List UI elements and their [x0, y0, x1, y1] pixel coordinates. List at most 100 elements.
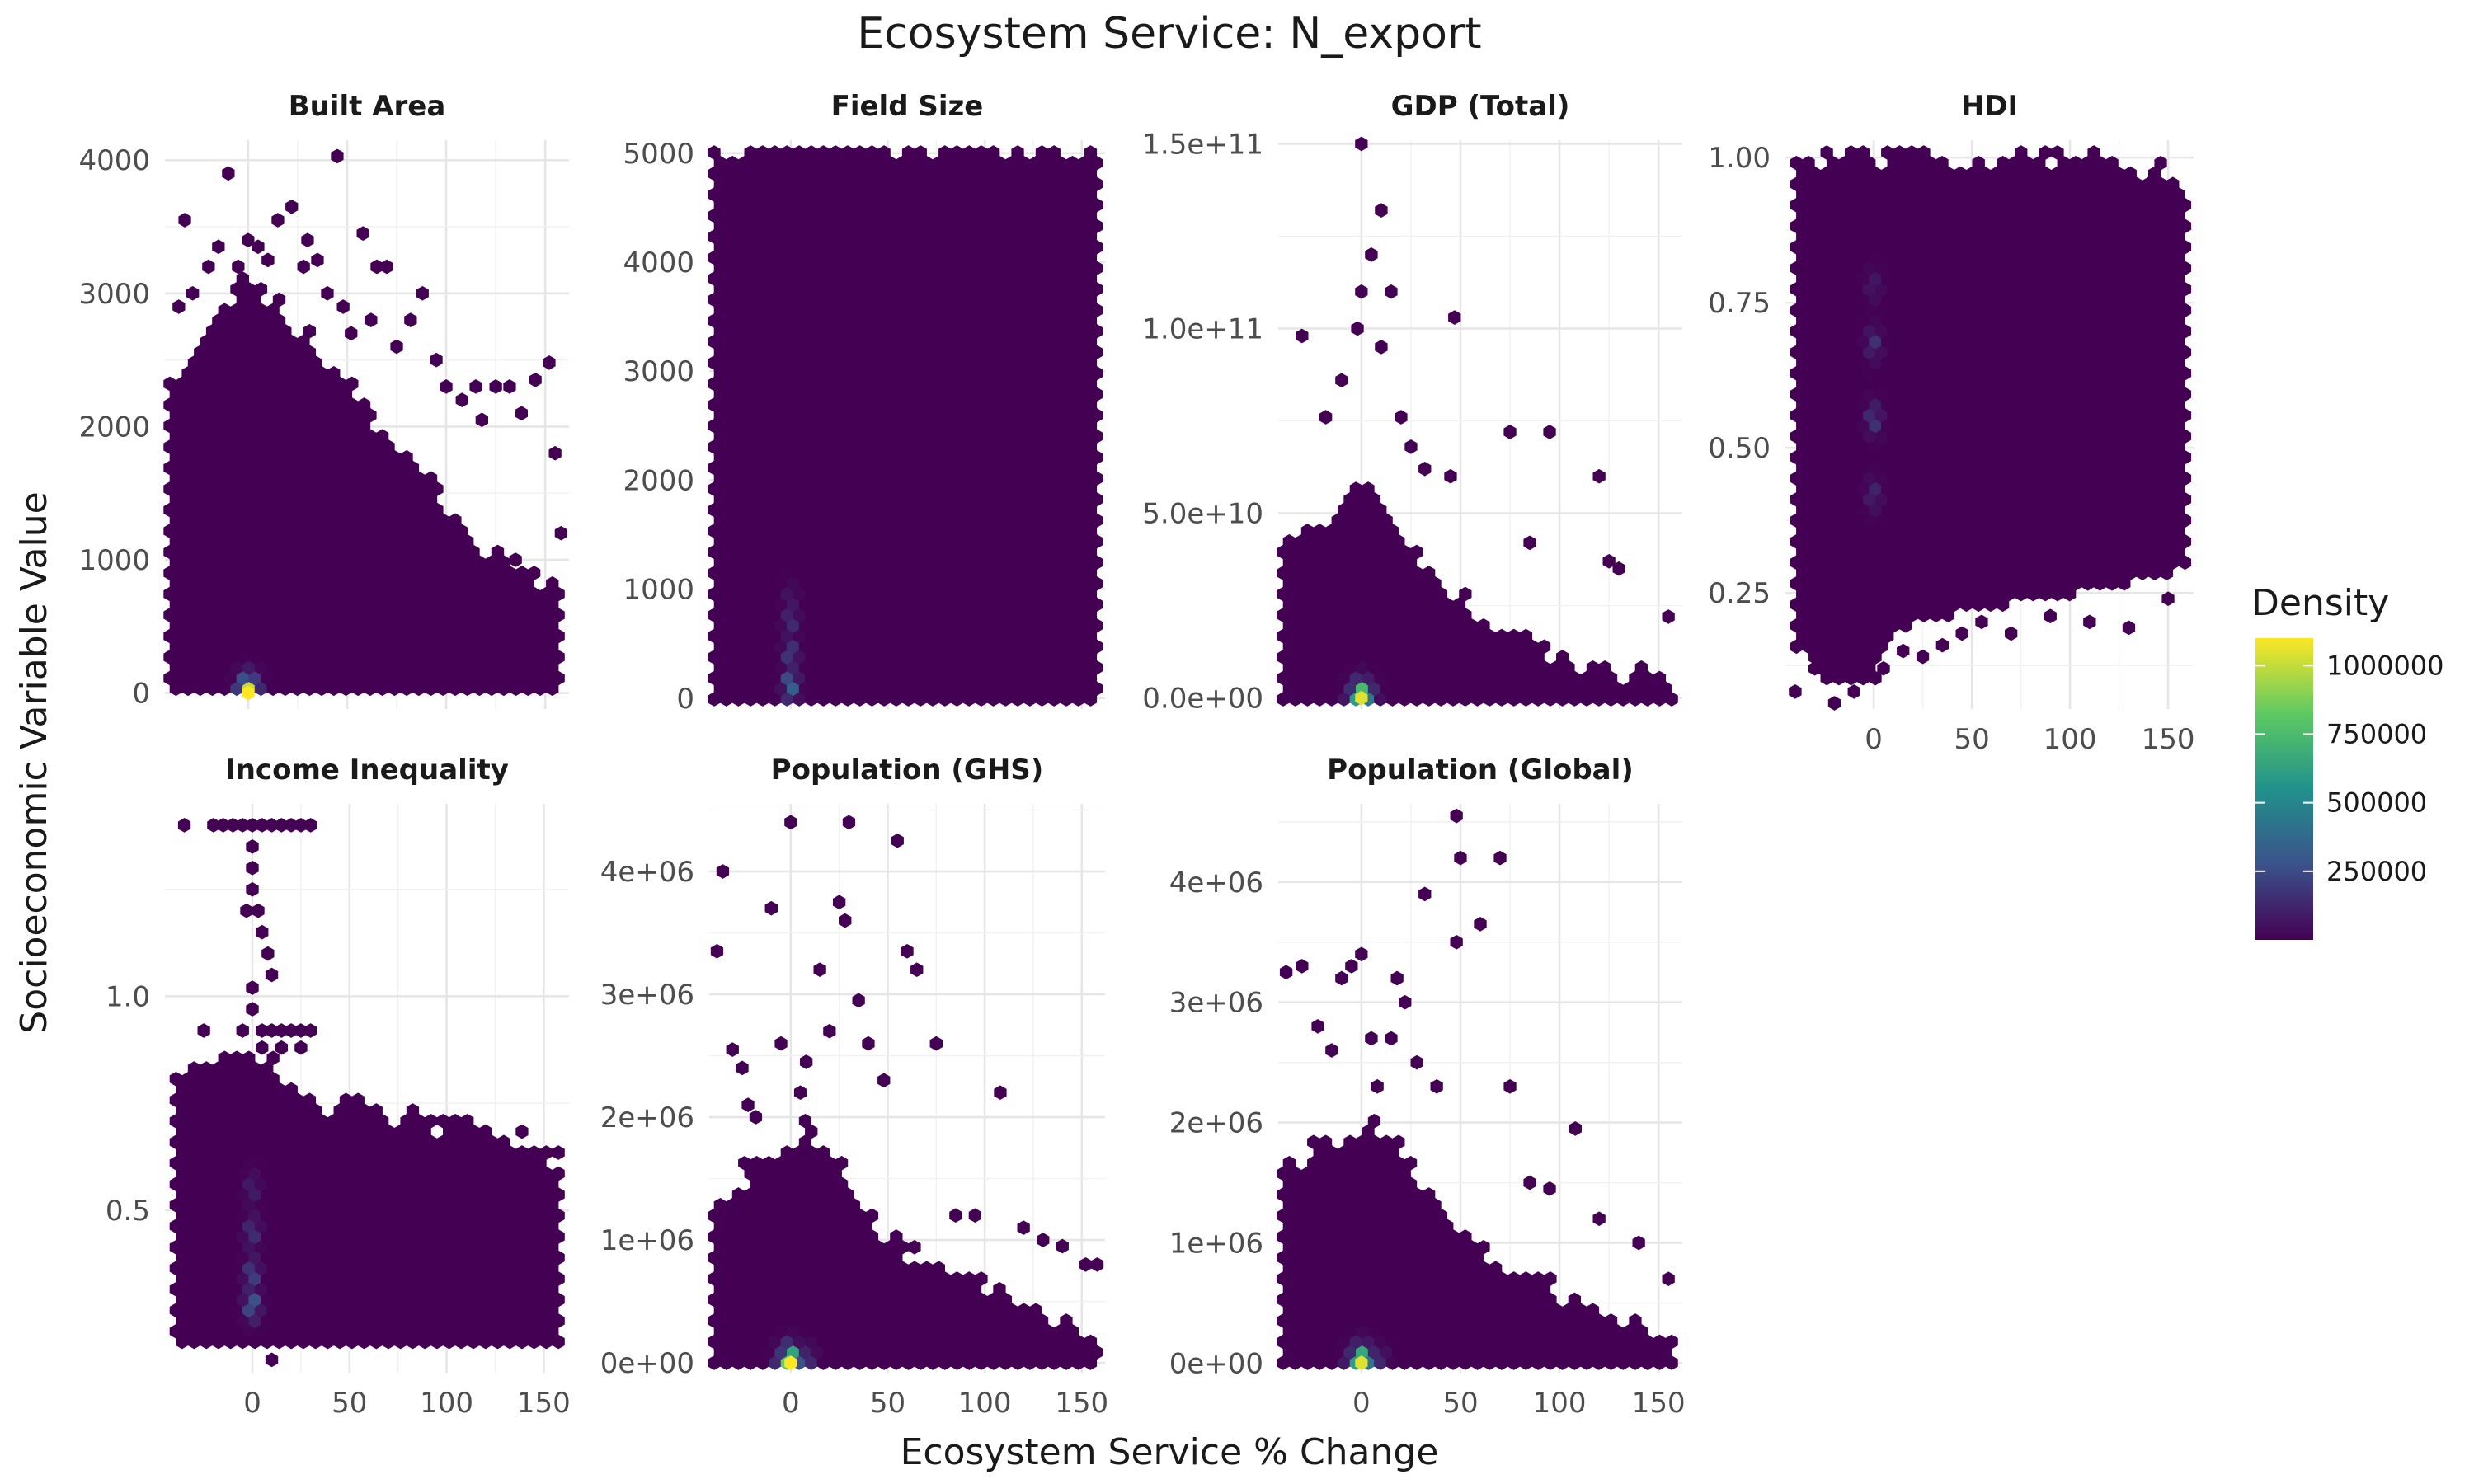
hex-cell-outlier: [179, 214, 191, 228]
y-tick-label: 2000: [623, 464, 694, 497]
hex-cell-outlier: [529, 373, 542, 387]
y-tick-label: 0.0e+00: [1142, 683, 1263, 716]
hex-cell-outlier: [302, 233, 314, 247]
hex-cell-outlier: [365, 313, 377, 327]
y-tick-label: 3000: [78, 278, 150, 311]
hex-cells: [708, 146, 1103, 707]
facet-panel: GDP (Total) 0.0e+00 5.0e+10 1.0e+11 1.5e+11: [1142, 90, 1682, 716]
hex-cell-outlier: [2044, 609, 2057, 623]
hex-cell-outlier: [510, 553, 522, 567]
hex-cell-outlier: [223, 167, 235, 181]
hex-cell-outlier: [173, 300, 186, 314]
hex-cell-outlier: [1504, 425, 1517, 439]
y-tick-label: 0.25: [1708, 577, 1771, 610]
hex-cell-outlier: [1956, 627, 1968, 641]
y-tick-label: 5.0e+10: [1142, 498, 1263, 531]
y-tick-label: 1.0: [106, 980, 150, 1013]
hex-cell-outlier: [405, 313, 417, 327]
hex-cell-outlier: [1544, 425, 1556, 439]
y-tick-label: 0.5: [106, 1195, 150, 1228]
hex-cell-outlier: [391, 340, 403, 354]
hex-cell-outlier: [1448, 311, 1460, 325]
hex-cell-outlier: [213, 240, 225, 254]
hex-cell-outlier: [1848, 684, 1860, 698]
hex-cell-outlier: [1296, 329, 1309, 343]
hex-cell-outlier: [322, 286, 334, 300]
hex-cell-outlier: [470, 379, 482, 393]
hex-cell-outlier: [515, 406, 528, 420]
hex-cell-outlier: [504, 379, 516, 393]
panel-title: Field Size: [831, 90, 984, 123]
hex-cell-outlier: [440, 379, 453, 393]
y-tick-label: 2000: [78, 411, 150, 444]
facet-panel: HDI 0.25 0.50 0.75 1.00 0 50 100 150: [1708, 90, 2194, 756]
y-tick-label: 1000: [78, 544, 150, 577]
x-tick-label: 150: [2142, 723, 2195, 756]
y-tick-label: 0: [676, 683, 694, 716]
hex-cell-outlier: [272, 214, 285, 228]
y-tick-label: 3000: [623, 355, 694, 388]
hex-cells: [164, 149, 567, 700]
hex-cell-outlier: [1356, 137, 1368, 151]
hex-cell-outlier: [2084, 615, 2096, 629]
hex-cell-outlier: [1385, 284, 1398, 298]
x-tick-label: 50: [1954, 723, 1989, 756]
hex-cell-outlier: [186, 286, 199, 300]
hex-cell-outlier: [1445, 469, 1457, 483]
hex-cell-outlier: [1336, 373, 1348, 387]
x-tick-label: 100: [2044, 723, 2097, 756]
hex-cell-outlier: [381, 260, 393, 274]
hex-cell-outlier: [1418, 462, 1431, 476]
y-tick-label: 0.75: [1708, 287, 1771, 320]
panel-title: Built Area: [289, 90, 446, 123]
hex-cell-outlier: [262, 253, 275, 267]
y-tick-label: 4000: [78, 144, 150, 177]
y-tick-label: 1.5e+11: [1142, 128, 1263, 161]
hex-cell-outlier: [2123, 621, 2135, 635]
hex-cells: [1277, 137, 1678, 707]
hex-cell-outlier: [1897, 644, 1909, 658]
hex-cell-outlier: [1356, 284, 1368, 298]
y-tick-label: 5000: [623, 138, 694, 171]
hex-cell-outlier: [476, 413, 488, 427]
hex-cell-outlier: [298, 260, 310, 274]
y-tick-label: 4000: [623, 247, 694, 279]
panel-title: Income Inequality: [225, 754, 509, 787]
hex-cell-outlier: [1376, 204, 1388, 218]
y-tick-label: 1.00: [1708, 142, 1771, 175]
hex-cell-outlier: [1790, 684, 1802, 698]
hex-cell-outlier: [430, 353, 443, 367]
x-tick-label: 0: [1865, 723, 1883, 756]
hex-cell-outlier: [555, 526, 567, 540]
hex-cell-outlier: [1376, 340, 1388, 354]
x-tick-label: 100: [420, 1387, 473, 1420]
x-tick-label: 50: [332, 1387, 367, 1420]
hex-cell-outlier: [1319, 411, 1332, 425]
hex-cell-outlier: [1976, 615, 1988, 629]
hex-cell-outlier: [416, 286, 429, 300]
x-tick-label: 150: [517, 1387, 571, 1420]
y-tick-label: 0.50: [1708, 432, 1771, 465]
x-tick-label: 0: [243, 1387, 261, 1420]
hex-cell-outlier: [1524, 536, 1536, 550]
hex-cell-outlier: [1405, 439, 1418, 453]
hex-cells: [1790, 146, 2191, 711]
hex-cell-outlier: [1395, 411, 1408, 425]
y-tick-label: 1.0e+11: [1142, 313, 1263, 346]
panel-title: GDP (Total): [1391, 90, 1570, 123]
facet-panel: Built Area 0 1000 2000 3000 4000: [78, 90, 569, 711]
panel-title: HDI: [1961, 90, 2018, 123]
y-tick-label: 1000: [623, 574, 694, 607]
hex-cell-outlier: [203, 260, 215, 274]
y-tick-label: 0: [132, 678, 150, 711]
hex-cell-outlier: [2005, 627, 2017, 641]
chart-title: Ecosystem Service: N_export: [857, 9, 1481, 59]
facet-panel: Income Inequality 0.5 1.0 0 50 100 150: [106, 754, 571, 1420]
hex-cell-outlier: [1366, 247, 1378, 261]
hex-cells: [170, 818, 565, 1367]
hex-cell-outlier: [357, 227, 369, 241]
hex-cell-outlier: [549, 446, 562, 460]
hex-cell-outlier: [1917, 650, 1929, 664]
hex-cell-outlier: [490, 379, 502, 393]
